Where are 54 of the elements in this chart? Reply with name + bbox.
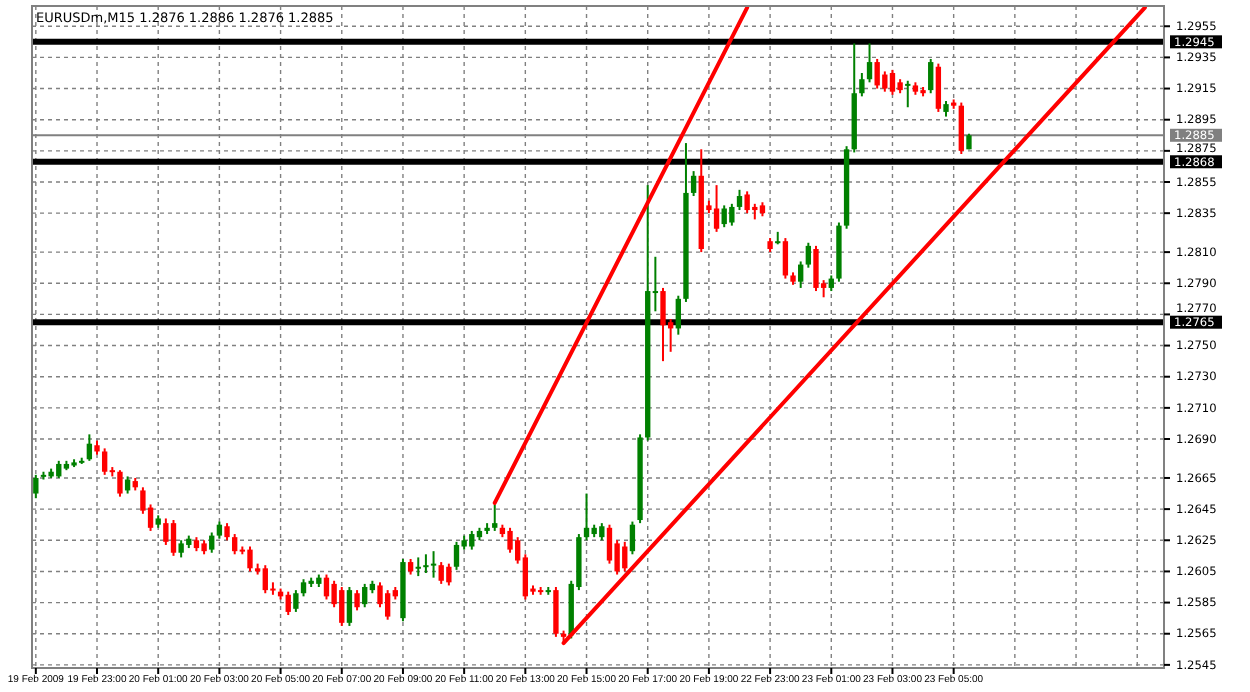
- candlestick: [247, 545, 253, 573]
- candlestick: [384, 589, 391, 621]
- candlestick: [339, 586, 345, 627]
- candlestick: [721, 204, 727, 229]
- candlestick: [377, 581, 383, 609]
- candlestick: [782, 237, 789, 280]
- candlestick: [690, 170, 697, 198]
- candlestick: [660, 286, 666, 363]
- candlestick: [209, 531, 215, 554]
- candlestick: [805, 241, 812, 269]
- candlestick: [438, 561, 444, 585]
- candlestick: [285, 590, 291, 617]
- candlestick: [553, 586, 559, 638]
- candlestick: [453, 540, 460, 571]
- candlestick: [859, 71, 865, 98]
- candlestick: [101, 447, 108, 476]
- candlestick: [798, 260, 804, 289]
- candlestick: [629, 520, 636, 556]
- candlestick: [622, 540, 628, 573]
- candlestick: [430, 550, 437, 579]
- candlestick: [583, 492, 590, 542]
- candlestick: [713, 184, 720, 233]
- candlestick: [415, 556, 421, 578]
- candlestick: [354, 589, 360, 612]
- candlestick: [346, 586, 353, 627]
- candlestick: [232, 533, 238, 556]
- candlestick: [736, 188, 743, 212]
- candlestick: [469, 529, 475, 551]
- candlestick: [928, 57, 934, 95]
- candlestick: [492, 503, 498, 532]
- candlestick: [323, 573, 330, 601]
- candlestick: [446, 562, 452, 587]
- candlestick: [117, 469, 123, 498]
- candlestick: [866, 42, 873, 84]
- candlestick: [813, 244, 819, 293]
- candlestick: [423, 553, 429, 574]
- candlestick: [170, 519, 177, 557]
- candlestick: [882, 70, 888, 93]
- candlestick: [33, 473, 39, 500]
- candlestick: [744, 190, 750, 215]
- candlestick: [935, 62, 942, 113]
- candlestick: [163, 517, 169, 546]
- candlestick: [362, 582, 368, 609]
- candlestick: [86, 433, 93, 462]
- candlestick: [606, 523, 613, 565]
- candlestick: [874, 57, 880, 90]
- candlestick: [958, 101, 964, 155]
- candlestick: [729, 202, 735, 227]
- candlestick: [675, 294, 681, 336]
- candlestick: [293, 589, 299, 613]
- candlestick: [262, 564, 268, 595]
- candlestick: [905, 79, 911, 109]
- candlestick: [889, 68, 896, 96]
- candlestick: [507, 526, 513, 554]
